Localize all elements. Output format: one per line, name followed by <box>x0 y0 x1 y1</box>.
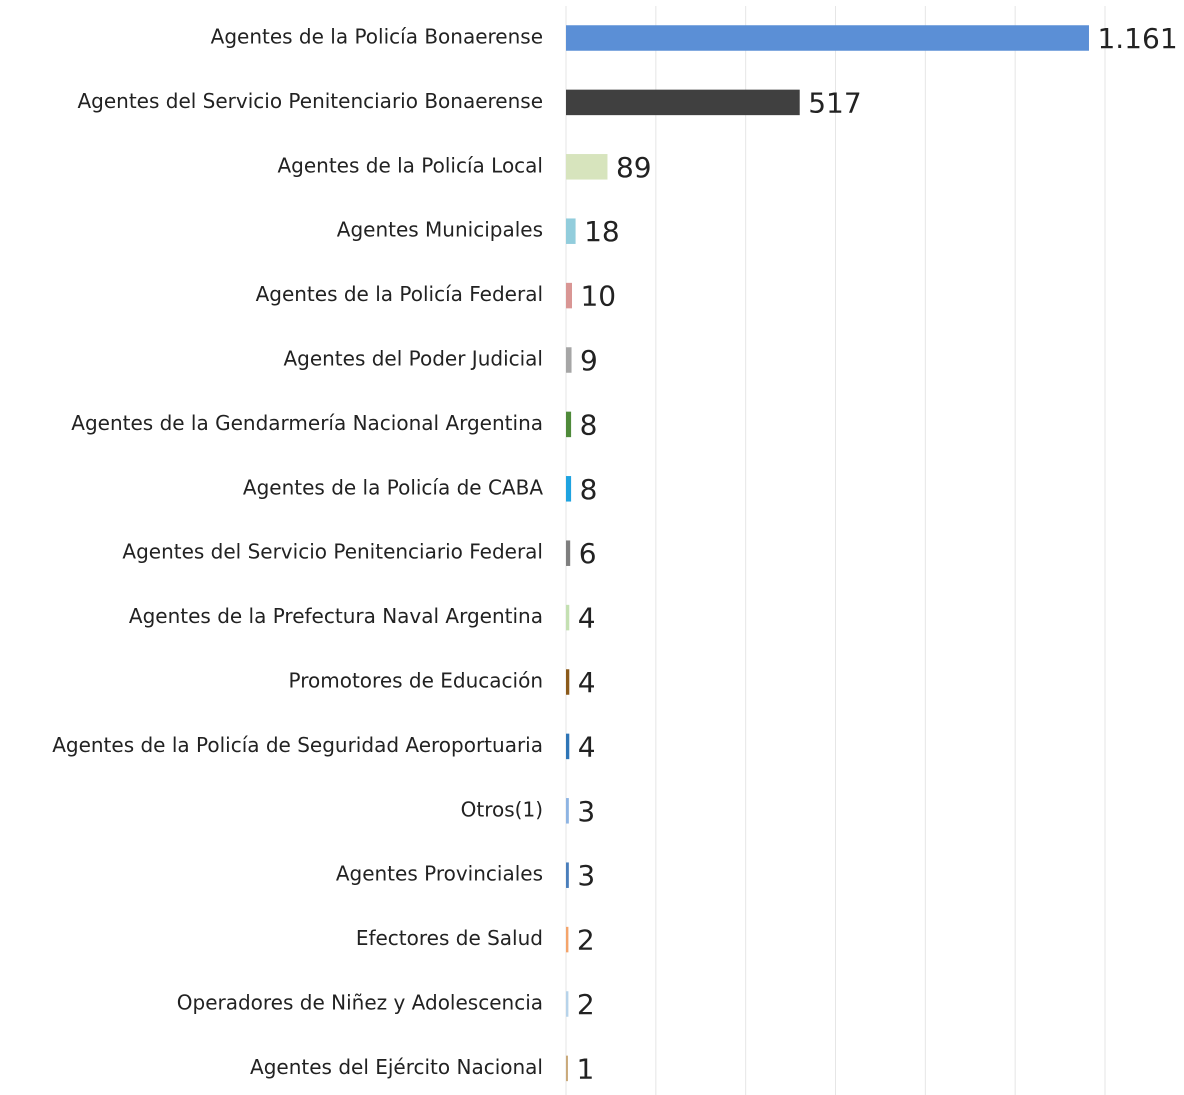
category-label: Agentes de la Policía Local <box>277 153 543 177</box>
bar <box>566 862 569 888</box>
value-label: 8 <box>580 473 598 506</box>
value-label: 18 <box>584 215 620 248</box>
bar <box>566 669 570 695</box>
category-label: Agentes Provinciales <box>336 862 543 886</box>
bar <box>566 540 571 566</box>
category-label: Efectores de Salud <box>356 926 543 950</box>
bar <box>566 282 572 309</box>
value-label: 9 <box>580 344 598 377</box>
category-label: Operadores de Niñez y Adolescencia <box>177 991 543 1015</box>
category-label: Agentes del Servicio Penitenciario Bonae… <box>77 89 543 113</box>
value-label: 89 <box>616 151 652 184</box>
category-label: Agentes Municipales <box>337 218 543 242</box>
bar <box>566 411 572 438</box>
value-label: 3 <box>577 859 595 892</box>
value-label: 4 <box>578 666 596 699</box>
bar <box>566 733 570 760</box>
value-label: 8 <box>580 408 598 441</box>
value-label: 6 <box>579 537 597 570</box>
category-label: Agentes de la Policía de CABA <box>243 475 543 499</box>
value-label: 1.161 <box>1097 22 1177 55</box>
category-label: Otros(1) <box>461 797 543 821</box>
value-label: 2 <box>577 924 595 957</box>
category-label: Agentes del Ejército Nacional <box>250 1055 543 1079</box>
bar <box>566 991 569 1017</box>
bar <box>566 926 569 953</box>
bar <box>566 476 572 502</box>
value-label: 3 <box>577 795 595 828</box>
category-label: Agentes de la Policía Bonaerense <box>211 25 543 49</box>
bar <box>566 89 800 116</box>
value-label: 517 <box>808 86 861 119</box>
value-label: 2 <box>577 988 595 1021</box>
value-label: 4 <box>578 602 596 635</box>
value-label: 1 <box>576 1052 594 1085</box>
value-label: 10 <box>580 280 616 313</box>
category-label: Agentes del Poder Judicial <box>283 347 543 371</box>
bar <box>566 218 576 244</box>
bar <box>566 154 608 180</box>
category-label: Agentes de la Gendarmería Nacional Argen… <box>71 411 543 435</box>
category-label: Promotores de Educación <box>289 669 543 693</box>
bar <box>566 604 570 631</box>
category-label: Agentes del Servicio Penitenciario Feder… <box>122 540 543 564</box>
category-label: Agentes de la Policía Federal <box>256 282 543 306</box>
category-label: Agentes de la Prefectura Naval Argentina <box>129 604 543 628</box>
value-label: 4 <box>578 730 596 763</box>
bar <box>566 25 1089 51</box>
bar <box>566 347 572 373</box>
category-label: Agentes de la Policía de Seguridad Aerop… <box>52 733 543 757</box>
bar <box>566 798 569 824</box>
